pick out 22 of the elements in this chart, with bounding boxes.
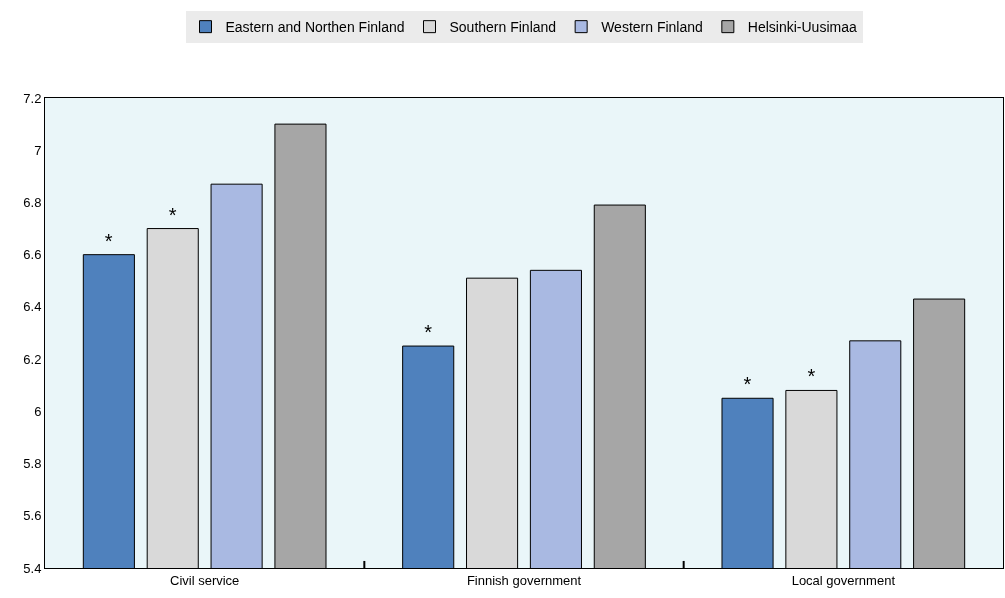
- y-tick-label: 6.8: [23, 194, 42, 210]
- y-tick-label: 6.4: [23, 299, 42, 315]
- legend-label: Eastern and Northen Finland: [225, 19, 405, 36]
- legend-label: Helsinki-Uusimaa: [747, 19, 857, 36]
- legend-label: Western Finland: [601, 19, 703, 36]
- x-tick-label: Civil service: [170, 572, 240, 588]
- y-tick-label: 6.6: [23, 247, 42, 263]
- y-tick-label: 6: [34, 403, 42, 419]
- legend-label: Southern Finland: [449, 19, 557, 36]
- y-tick-label: 7: [34, 142, 42, 158]
- y-tick-label: 7.2: [23, 90, 42, 106]
- y-tick-label: 5.6: [23, 508, 42, 524]
- y-tick-label: 5.8: [23, 456, 42, 472]
- data-label: *: [807, 365, 816, 388]
- y-tick-label: 6.2: [23, 351, 42, 367]
- y-tick-label: 5.4: [23, 560, 42, 576]
- x-tick-label: Finnish government: [466, 572, 582, 588]
- data-label: *: [743, 373, 752, 396]
- data-label: *: [104, 229, 113, 252]
- x-tick-label: Local government: [791, 572, 896, 588]
- data-label: *: [424, 321, 433, 344]
- data-label: *: [168, 203, 177, 226]
